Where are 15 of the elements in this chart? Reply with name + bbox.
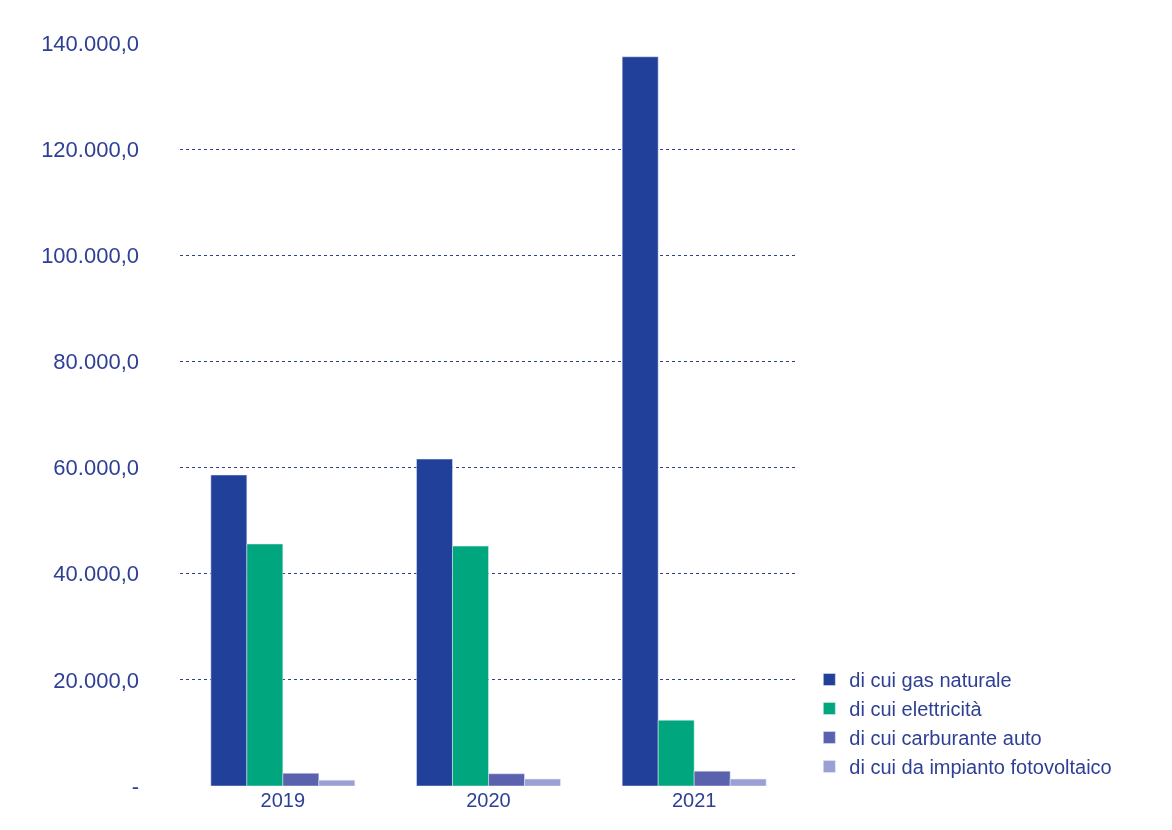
legend-label: di cui carburante auto	[849, 727, 1042, 750]
legend-label: di cui elettricità	[849, 698, 983, 721]
x-tick-label: 2019	[260, 789, 306, 811]
legend-label: di cui gas naturale	[849, 669, 1012, 692]
y-tick-label: 140.000,0	[41, 30, 139, 56]
x-tick-label: 2021	[671, 789, 717, 811]
y-tick-label: 120.000,0	[41, 136, 139, 162]
y-tick-label: 80.000,0	[53, 349, 139, 375]
y-tick-label: 60.000,0	[53, 455, 139, 481]
y-tick-label: -	[131, 773, 139, 799]
y-tick-label: 20.000,0	[53, 667, 139, 693]
y-tick-label: 100.000,0	[41, 242, 139, 268]
x-tick-label: 2020	[466, 789, 511, 811]
y-tick-label: 40.000,0	[53, 561, 139, 587]
legend-label: di cui da impianto fotovoltaico	[849, 756, 1112, 779]
